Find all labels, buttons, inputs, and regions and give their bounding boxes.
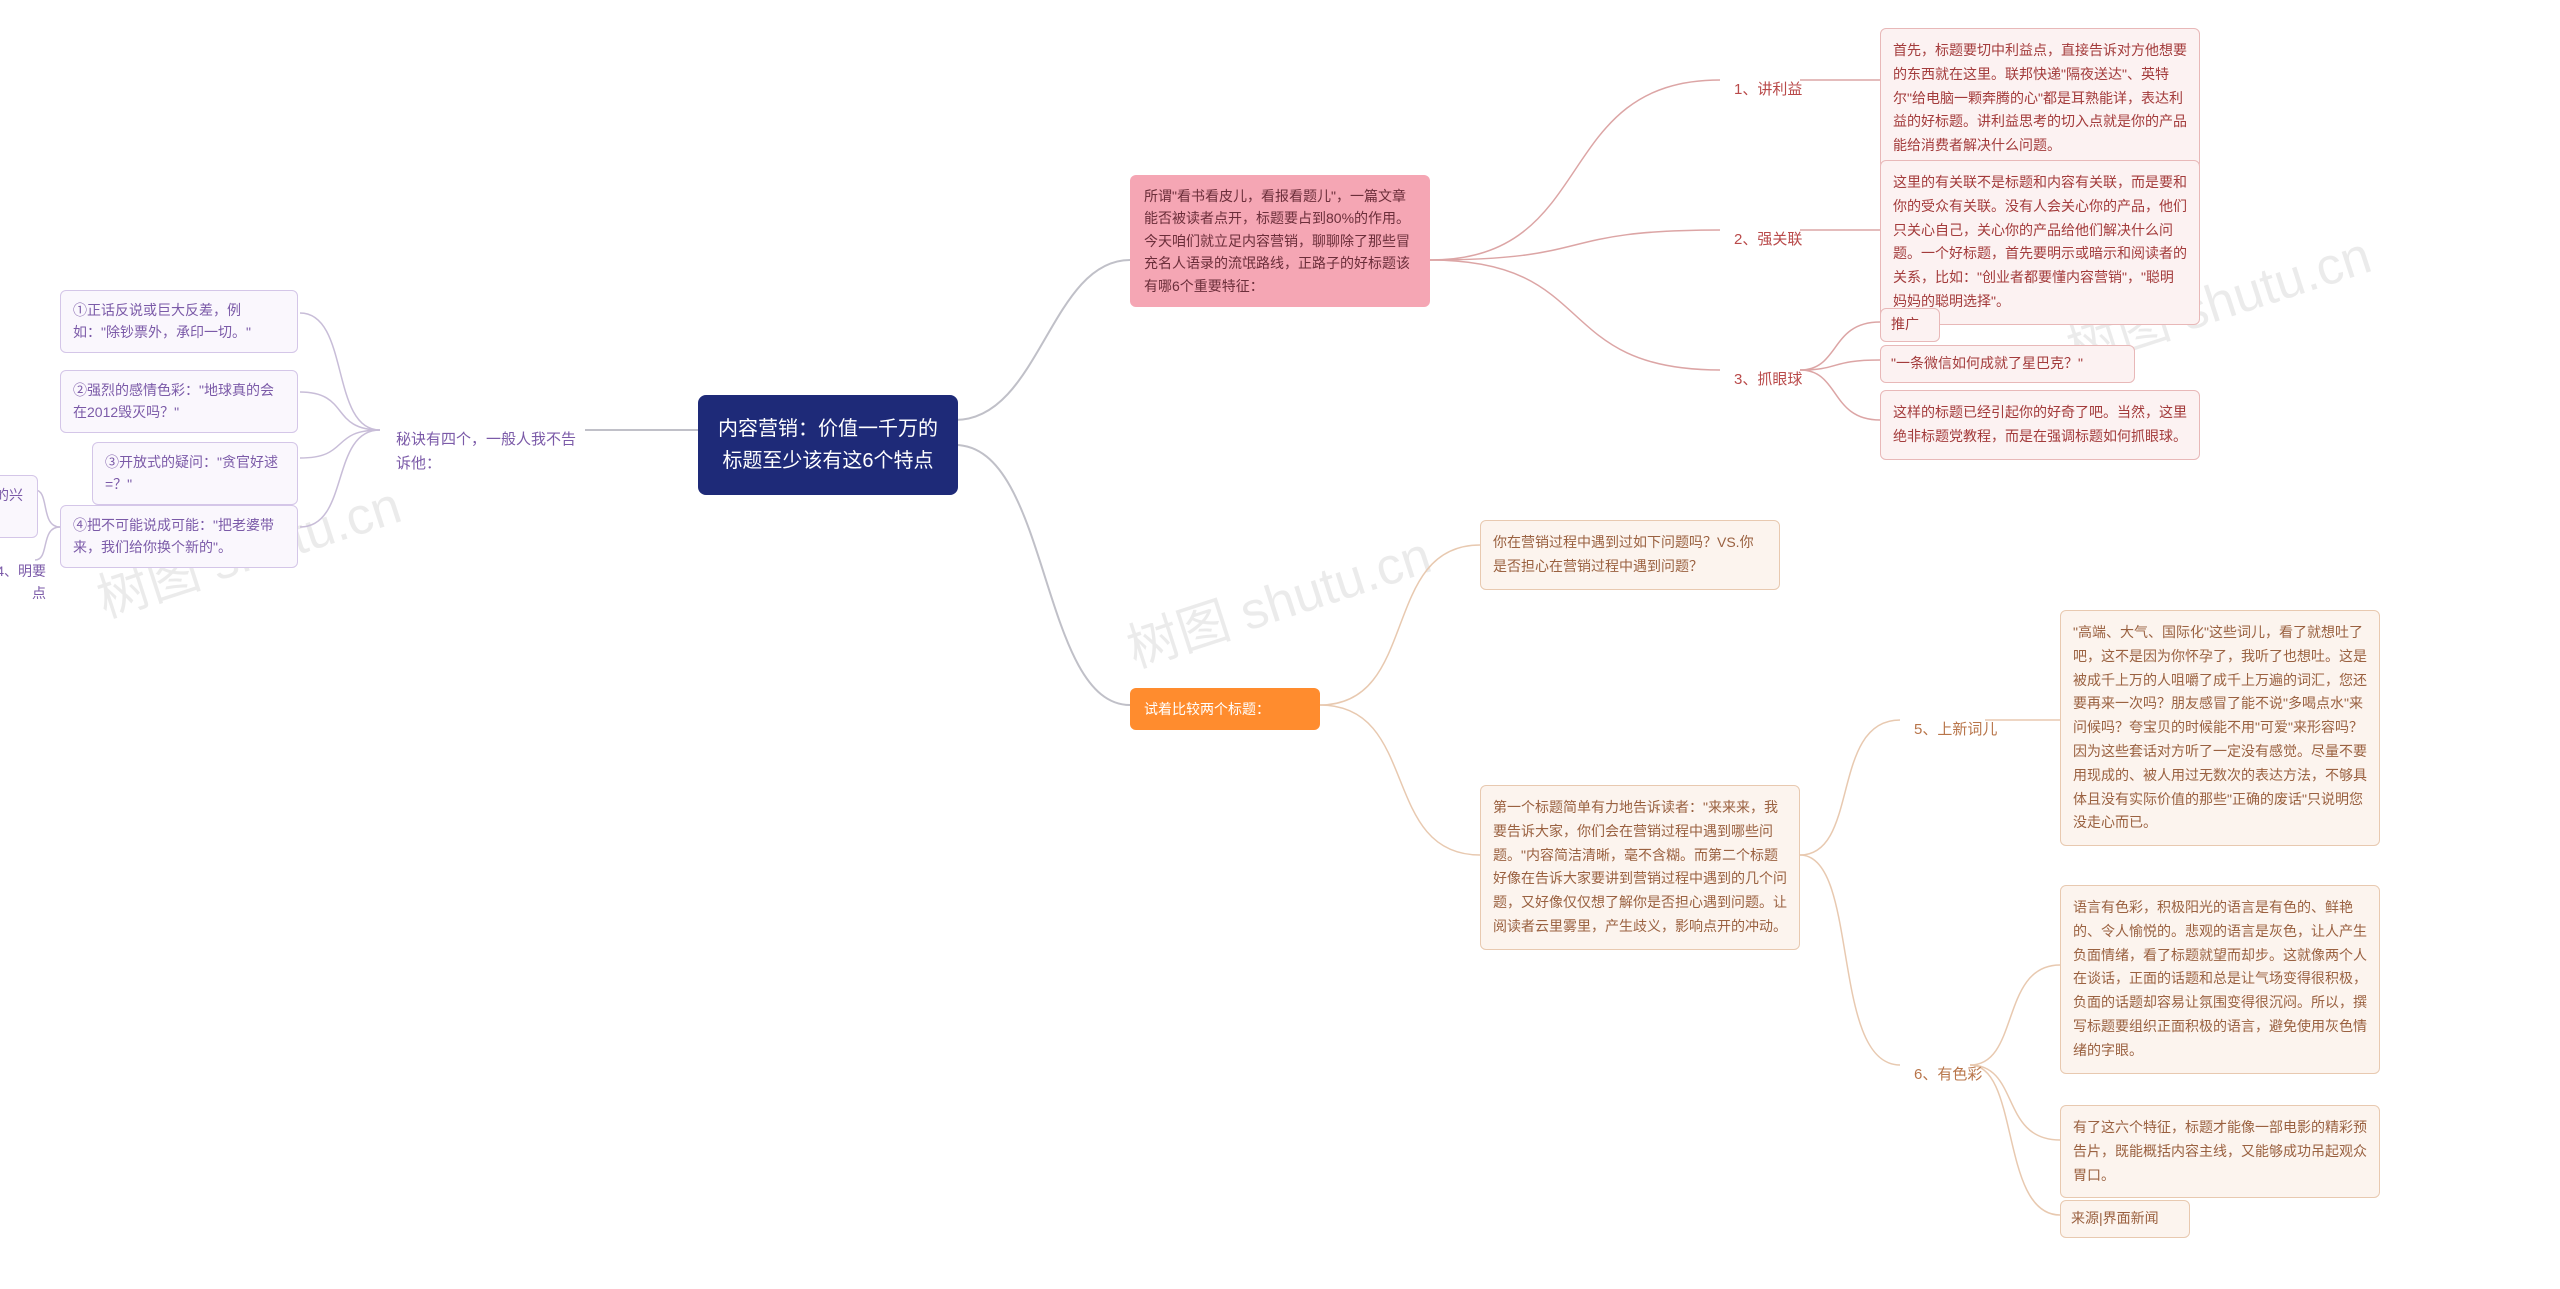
red-label-2: 2、强关联	[1720, 218, 1816, 262]
purple-item-3: ③开放式的疑问："贪官好逑 =？"	[92, 442, 298, 505]
purple-end-box: 这些标题都能成功引起阅读者的兴趣。	[0, 475, 38, 538]
red-sub-3b: "一条微信如何成就了星巴克？"	[1880, 345, 2135, 383]
pink-branch: 所谓"看书看皮儿，看报看题儿"，一篇文章能否被读者点开，标题要占到80%的作用。…	[1130, 175, 1430, 307]
red-box-2: 这里的有关联不是标题和内容有关联，而是要和你的受众有关联。没有人会关心你的产品，…	[1880, 160, 2200, 325]
watermark: 树图 shutu.cn	[1116, 513, 1439, 682]
purple-item-1: ①正话反说或巨大反差，例如："除钞票外，承印一切。"	[60, 290, 298, 353]
orange-branch: 试着比较两个标题：	[1130, 688, 1320, 730]
red-label-1: 1、讲利益	[1720, 68, 1816, 112]
purple-label: 秘诀有四个，一般人我不告诉他：	[382, 418, 592, 486]
peach-sub-6b: 有了这六个特征，标题才能像一部电影的精彩预告片，既能概括内容主线，又能够成功吊起…	[2060, 1105, 2380, 1198]
purple-end-label: 4、明要点	[0, 550, 60, 615]
center-node: 内容营销：价值一千万的标题至少该有这6个特点	[698, 395, 958, 495]
purple-item-2: ②强烈的感情色彩："地球真的会在2012毁灭吗？"	[60, 370, 298, 433]
red-box-1: 首先，标题要切中利益点，直接告诉对方他想要的东西就在这里。联邦快递"隔夜送达"、…	[1880, 28, 2200, 169]
peach-label-6: 6、有色彩	[1900, 1053, 1996, 1097]
red-sub-3c: 这样的标题已经引起你的好奇了吧。当然，这里绝非标题党教程，而是在强调标题如何抓眼…	[1880, 390, 2200, 460]
purple-item-4: ④把不可能说成可能："把老婆带来，我们给你换个新的"。	[60, 505, 298, 568]
peach-sub-6c: 来源|界面新闻	[2060, 1200, 2190, 1238]
peach-label-5: 5、上新词儿	[1900, 708, 2011, 752]
red-sub-3a: 推广	[1880, 308, 1940, 342]
red-label-3: 3、抓眼球	[1720, 358, 1816, 402]
peach-sub-6a: 语言有色彩，积极阳光的语言是有色的、鲜艳的、令人愉悦的。悲观的语言是灰色，让人产…	[2060, 885, 2380, 1074]
peach-block-2: 第一个标题简单有力地告诉读者："来来来，我要告诉大家，你们会在营销过程中遇到哪些…	[1480, 785, 1800, 950]
peach-block-1: 你在营销过程中遇到过如下问题吗？VS.你是否担心在营销过程中遇到问题？	[1480, 520, 1780, 590]
peach-box-5: "高端、大气、国际化"这些词儿，看了就想吐了吧，这不是因为你怀孕了，我听了也想吐…	[2060, 610, 2380, 846]
